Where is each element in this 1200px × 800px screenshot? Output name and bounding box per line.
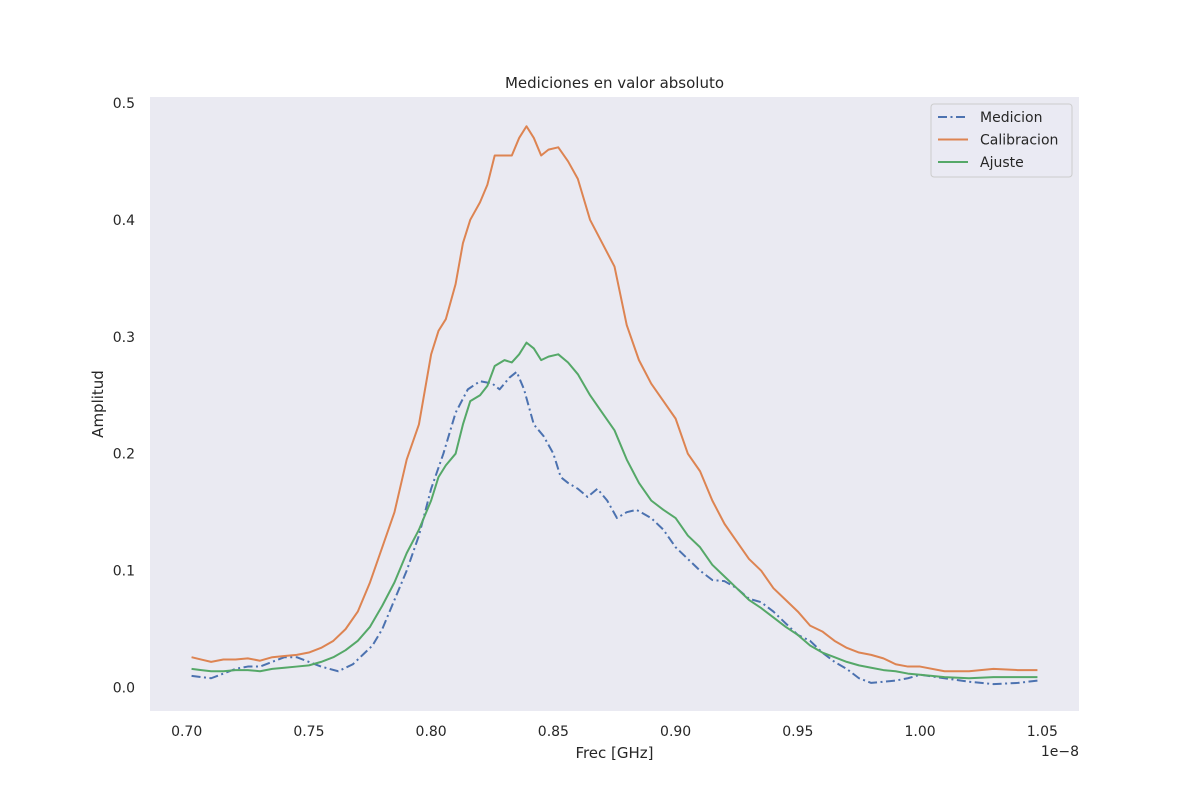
y-tick-label: 0.3 — [113, 330, 135, 346]
x-tick-label: 0.75 — [293, 724, 324, 740]
y-tick-label: 0.4 — [113, 213, 135, 229]
legend: Medicion Calibracion Ajuste — [930, 103, 1073, 178]
x-axis-label: Frec [GHz] — [575, 744, 653, 762]
legend-label-ajuste: Ajuste — [980, 155, 1024, 171]
legend-label-medicion: Medicion — [980, 110, 1043, 126]
y-tick-label: 0.0 — [113, 681, 135, 697]
series-group — [191, 125, 1038, 686]
x-offset-text: 1e−8 — [1041, 744, 1079, 760]
x-tick-label: 0.85 — [538, 724, 569, 740]
x-tick-label: 0.70 — [171, 724, 202, 740]
x-tick-label: 1.00 — [905, 724, 936, 740]
y-tick-label: 0.5 — [113, 96, 135, 112]
x-tick-label: 0.90 — [660, 724, 691, 740]
plot-area — [150, 97, 1079, 711]
y-tick-label: 0.2 — [113, 447, 135, 463]
y-axis-label: Amplitud — [89, 370, 107, 438]
x-tick-label: 0.80 — [416, 724, 447, 740]
series-line-ajuste — [191, 341, 1038, 680]
x-tick-label: 0.95 — [782, 724, 813, 740]
series-line-medicion — [191, 370, 1038, 686]
y-tick-label: 0.1 — [113, 564, 135, 580]
chart-title: Mediciones en valor absoluto — [505, 74, 724, 92]
legend-box — [930, 103, 1073, 178]
series-line-calibracion — [191, 125, 1038, 673]
x-tick-label: 1.05 — [1027, 724, 1058, 740]
legend-label-calibracion: Calibracion — [980, 133, 1058, 149]
